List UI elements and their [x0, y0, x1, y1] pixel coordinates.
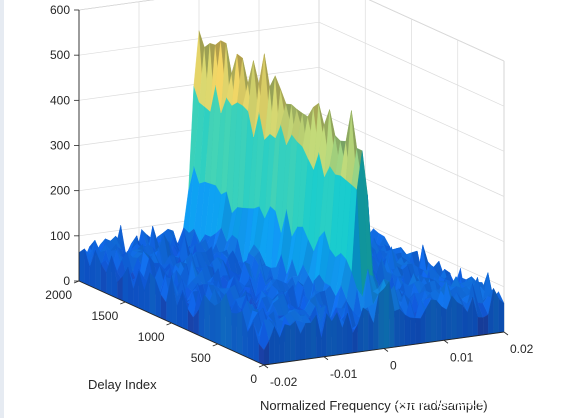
y-tick-label: 1500 — [92, 309, 119, 323]
front-skirt-patch — [284, 324, 291, 363]
x-tick-label: 0.01 — [450, 350, 474, 364]
right-wall-z-gridline — [368, 0, 505, 62]
front-skirt-patch — [310, 314, 317, 359]
front-skirt-patch — [477, 317, 484, 336]
front-skirt-patch — [383, 281, 390, 349]
front-axes-layer — [73, 9, 509, 369]
front-skirt-patch — [305, 322, 312, 360]
front-skirt-patch — [409, 317, 416, 346]
left-skirt-patch — [209, 301, 216, 344]
y-tick-label: 2000 — [45, 288, 72, 302]
y-tick-label: 500 — [191, 351, 211, 365]
label-layer: -0.02-0.0100.010.02050010001500200001002… — [45, 3, 533, 389]
x-tick-mark — [383, 348, 389, 352]
left-skirt-patch — [231, 312, 237, 353]
window-edge — [0, 0, 4, 418]
z-tick-label: 400 — [50, 93, 70, 107]
front-skirt-patch — [441, 306, 447, 341]
x-tick-label: -0.02 — [270, 375, 298, 389]
back-wall-z-gridline — [78, 0, 155, 11]
y-tick-mark — [166, 322, 172, 326]
front-skirt-patch — [399, 308, 406, 347]
front-skirt-patch — [378, 288, 385, 350]
z-tick-label: 600 — [50, 3, 70, 17]
right-wall-z-gridline — [318, 67, 505, 152]
front-skirt-patch — [362, 307, 369, 352]
left-skirt-patch — [214, 302, 221, 346]
left-skirt-patch — [78, 248, 85, 284]
y-tick-mark — [258, 364, 265, 368]
x-tick-mark — [323, 356, 329, 361]
front-skirt-patch — [415, 318, 421, 345]
front-skirt-patch — [456, 301, 463, 339]
y-tick-mark — [212, 343, 218, 347]
left-skirt-patch — [220, 292, 227, 348]
right-wall-z-gridline — [318, 21, 505, 107]
y-axis-title: Delay Index — [88, 377, 157, 392]
front-skirt-patch — [451, 295, 458, 340]
x-tick-label: 0 — [390, 359, 397, 373]
y-tick-mark — [120, 301, 126, 305]
x-tick-mark — [443, 339, 449, 344]
surface-layer — [78, 30, 505, 366]
watermark: CSDN @我爱C编程 — [390, 393, 514, 409]
z-tick-label: 0 — [63, 274, 70, 288]
z-tick-label: 500 — [50, 48, 70, 62]
x-tick-label: 0.02 — [510, 342, 534, 356]
front-skirt-patch — [430, 299, 437, 343]
z-tick-label: 200 — [50, 184, 70, 198]
front-skirt-patch — [482, 314, 489, 336]
front-skirt-patch — [326, 313, 332, 357]
left-skirt-patch — [236, 311, 243, 356]
front-skirt-patch — [404, 314, 411, 346]
left-skirt-patch — [203, 293, 210, 341]
front-skirt-patch — [498, 298, 505, 333]
front-skirt-patch — [394, 308, 400, 348]
y-tick-label: 1000 — [138, 330, 165, 344]
front-skirt-patch — [436, 299, 442, 342]
front-skirt-patch — [289, 320, 296, 362]
left-skirt-patch — [149, 272, 156, 316]
z-tick-label: 100 — [50, 229, 70, 243]
x-axis-title: Normalized Frequency (×π rad/sample) — [260, 398, 488, 413]
x-tick-mark — [503, 331, 509, 336]
x-tick-mark — [263, 364, 269, 369]
z-tick-label: 300 — [50, 139, 70, 153]
y-tick-label: 0 — [250, 372, 257, 386]
x-tick-label: -0.01 — [330, 367, 358, 381]
